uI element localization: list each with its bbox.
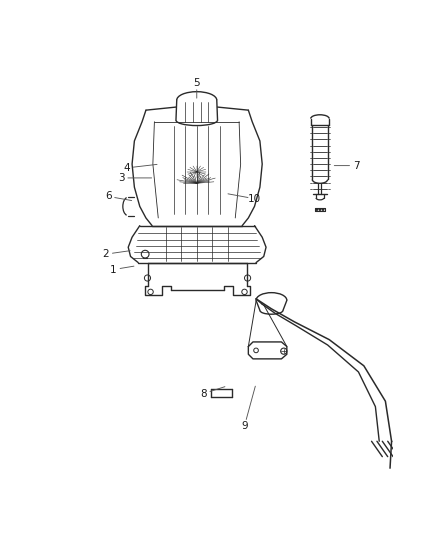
Text: 7: 7	[353, 160, 360, 171]
Text: 6: 6	[105, 191, 112, 201]
Text: 2: 2	[102, 249, 109, 259]
Text: 3: 3	[118, 173, 124, 183]
Text: 4: 4	[124, 163, 130, 173]
Text: 9: 9	[241, 421, 248, 431]
Circle shape	[316, 209, 318, 210]
Circle shape	[319, 209, 321, 210]
Text: 8: 8	[200, 389, 207, 399]
Text: 1: 1	[110, 264, 117, 274]
Text: 10: 10	[248, 193, 261, 204]
Circle shape	[322, 209, 324, 210]
Text: 5: 5	[194, 78, 200, 88]
